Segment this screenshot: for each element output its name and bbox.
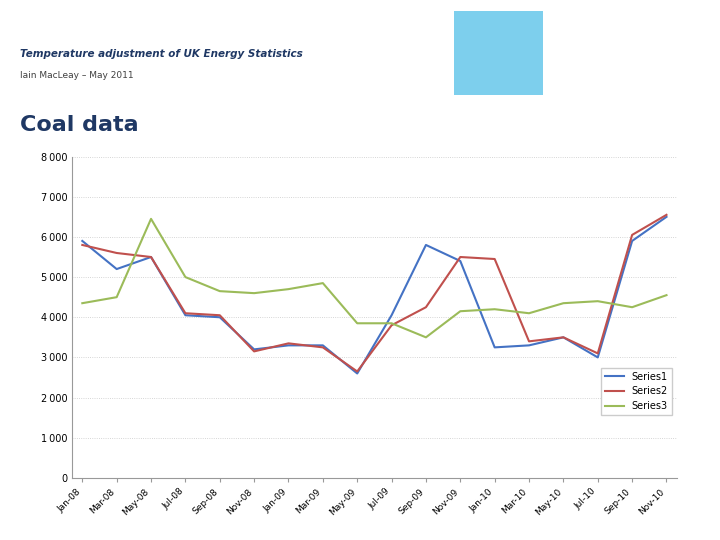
- Text: DEPARTMENT OF: DEPARTMENT OF: [582, 26, 642, 32]
- Text: ENERGY: ENERGY: [575, 42, 649, 60]
- Legend: Series1, Series2, Series3: Series1, Series2, Series3: [600, 368, 672, 415]
- Polygon shape: [454, 11, 543, 94]
- Text: Temperature adjustment of UK Energy Statistics: Temperature adjustment of UK Energy Stat…: [20, 49, 303, 59]
- Text: Coal data: Coal data: [20, 116, 139, 136]
- Text: & CLIMATECHANGE: & CLIMATECHANGE: [564, 70, 660, 79]
- Text: Iain MacLeay – May 2011: Iain MacLeay – May 2011: [20, 71, 134, 80]
